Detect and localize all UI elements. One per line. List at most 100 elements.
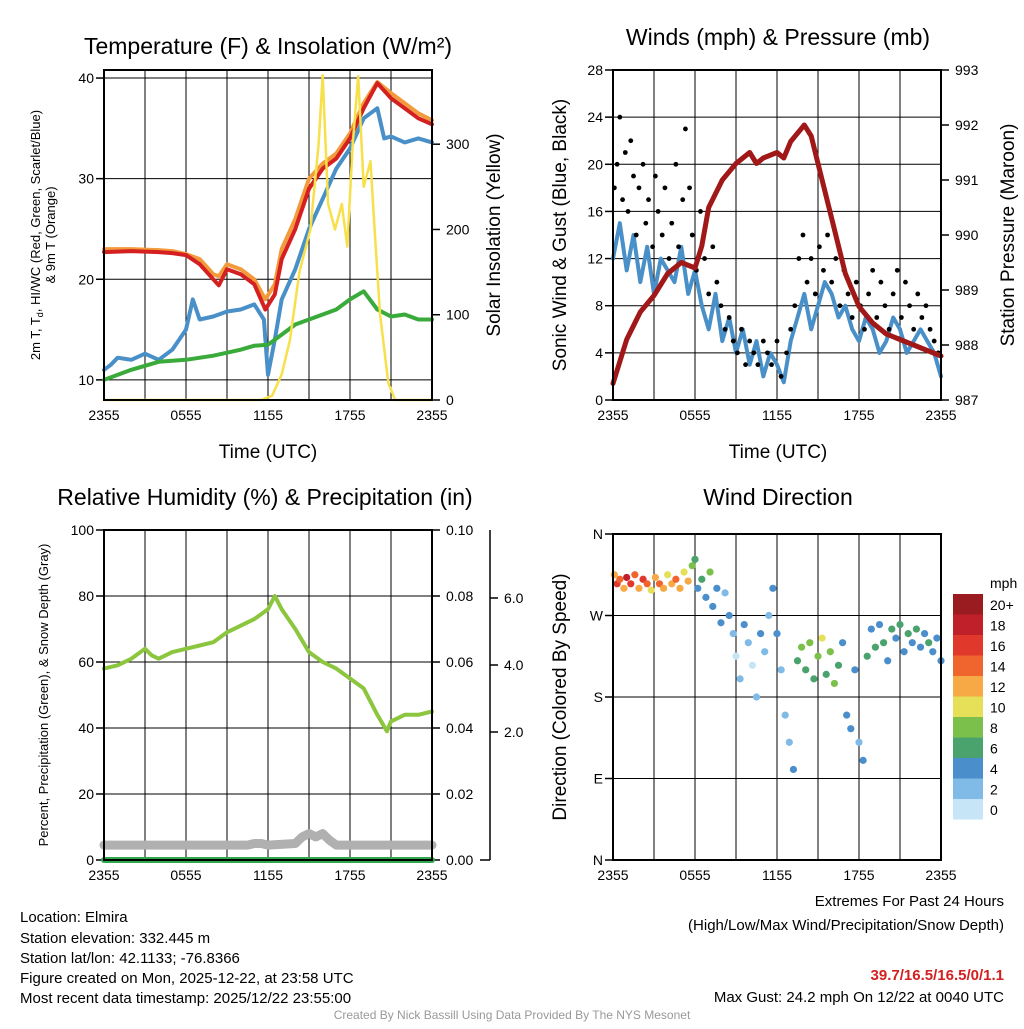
wind-direction-point: [888, 625, 896, 633]
wind-direction-frame: [612, 533, 942, 861]
gust-point: [788, 326, 794, 332]
wind-direction-point: [623, 573, 631, 582]
gust-point: [915, 291, 921, 297]
gust-point: [650, 244, 656, 250]
winds-plot: 2355 0555 1155 1755 235504812162024289879889…: [587, 62, 978, 423]
temperature-y-label-line1: 2m T, Td, HI/WC (Red, Green, Scarlet/Blu…: [28, 110, 45, 360]
x-tick-label: 1755: [334, 867, 365, 883]
gust-point: [652, 173, 658, 179]
temperature-y2-label: Solar Insolation (Yellow): [484, 133, 505, 336]
y-tick-label: 28: [587, 62, 603, 78]
x-tick-label: 0555: [679, 407, 710, 423]
gust-point: [680, 197, 686, 203]
gust-point: [825, 232, 830, 238]
wind-direction-point: [843, 711, 851, 719]
wind-direction-point: [798, 643, 806, 651]
wind-direction-point: [732, 652, 740, 660]
gust-point: [659, 232, 665, 238]
wind-direction-point: [830, 679, 839, 688]
y-tick-label: 24: [587, 109, 603, 125]
gust-point: [633, 232, 639, 238]
wind-direction-point: [769, 584, 777, 592]
wind-direction-point: [925, 639, 933, 647]
gust-point: [784, 350, 789, 356]
y-tick-label: N: [593, 852, 603, 868]
wind-direction-point: [867, 625, 875, 633]
x-tick-label: 0555: [170, 407, 201, 423]
legend-swatch: [953, 778, 983, 799]
y-tick-label: 40: [78, 720, 94, 736]
wind-direction-point: [904, 630, 912, 638]
wind-direction-point: [680, 568, 688, 576]
gust-point: [903, 279, 908, 285]
gust-point: [837, 303, 843, 309]
y2-tick-label: 0.08: [446, 588, 473, 604]
winds-x-label: Time (UTC): [729, 442, 828, 463]
gust-point: [718, 303, 724, 309]
gust-point: [927, 326, 933, 332]
wind-direction-point: [616, 575, 624, 583]
x-tick-label: 2355: [416, 867, 447, 883]
x-tick-label: 1155: [253, 407, 283, 423]
gust-point: [698, 209, 703, 214]
y-tick-label: 10: [78, 372, 94, 388]
x-tick-label: 0555: [170, 867, 201, 883]
wind-direction-point: [627, 580, 635, 588]
y2-tick-label: 992: [955, 117, 979, 133]
gust-point: [673, 161, 679, 167]
y2-tick-label: 989: [955, 282, 979, 298]
wind-direction-point: [875, 620, 884, 629]
station-pressure-line: [610, 122, 944, 386]
y2-tick-label: 300: [446, 136, 470, 152]
wind-direction-point: [793, 657, 802, 665]
legend-label: 0: [990, 802, 998, 818]
y-tick-label: 20: [587, 156, 603, 172]
gust-point: [760, 338, 766, 344]
y2-tick-label: 988: [955, 337, 979, 353]
gust-point: [726, 315, 732, 320]
wind-direction-point: [822, 670, 830, 678]
station-elevation: Station elevation: 332.445 m: [20, 930, 210, 947]
legend-label: 12: [990, 679, 1006, 695]
gust-point: [683, 126, 688, 132]
gust-point: [734, 350, 740, 356]
gust-point: [646, 197, 651, 203]
gust-point: [862, 326, 867, 332]
wind-direction-point: [933, 634, 941, 642]
humidity-panel-title: Relative Humidity (%) & Precipitation (i…: [57, 484, 472, 510]
gust-point: [743, 362, 748, 368]
gust-point: [620, 197, 625, 203]
legend-label: 8: [990, 720, 998, 736]
y2-tick-label: 200: [446, 221, 470, 237]
gust-point: [755, 362, 761, 368]
legend-swatch: [953, 696, 983, 717]
wind-direction-point: [834, 661, 843, 669]
legend-swatch: [953, 676, 983, 697]
gust-point: [666, 256, 672, 261]
gust-point: [617, 114, 623, 120]
legend-swatch: [953, 594, 983, 615]
y2-tick-label: 993: [955, 62, 979, 78]
y-tick-label: 12: [587, 251, 603, 267]
wind-direction-point: [744, 639, 752, 647]
wind-direction-point: [688, 562, 696, 570]
wind-direction-point: [859, 756, 867, 764]
speed-legend-title: mph: [990, 575, 1017, 591]
winds-data: [610, 114, 944, 386]
gust-point: [676, 244, 681, 250]
wind-direction-point: [664, 571, 672, 579]
gust-point: [625, 209, 631, 214]
wind-direction-point: [709, 602, 717, 611]
y2-tick-label: 987: [955, 392, 979, 408]
wind-direction-point: [777, 666, 785, 674]
figure-created: Figure created on Mon, 2025-12-22, at 23…: [20, 970, 354, 987]
y-tick-label: 0: [86, 852, 94, 868]
wind-direction-point: [713, 584, 721, 592]
wind-direction-point: [765, 611, 773, 620]
wind-direction-point: [659, 584, 668, 592]
legend-label: 20+: [990, 597, 1014, 613]
winds-y2-label: Station Pressure (Maroon): [998, 124, 1019, 347]
extremes-subtitle: (High/Low/Max Wind/Precipitation/Snow De…: [688, 917, 1004, 934]
gust-point: [778, 374, 784, 379]
